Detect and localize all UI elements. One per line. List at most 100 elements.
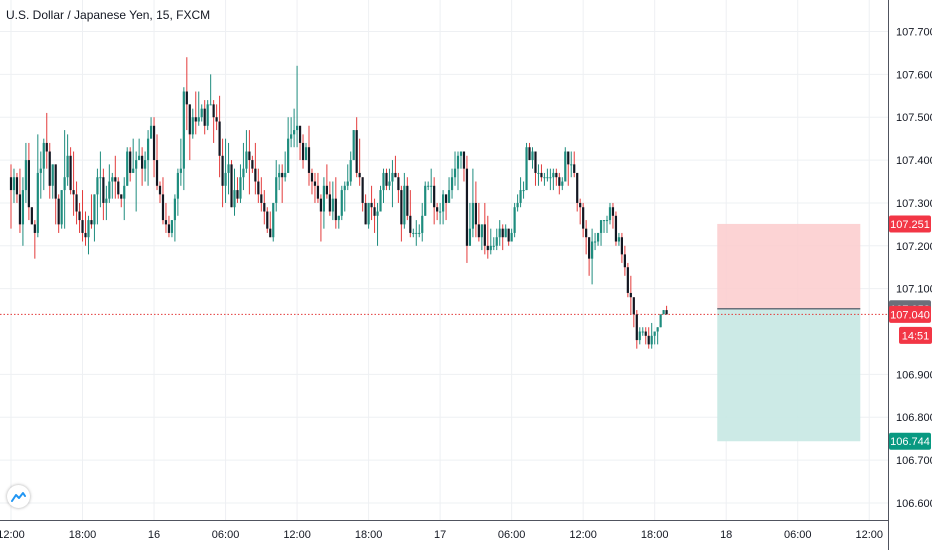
candle-body <box>152 125 156 161</box>
candle <box>602 220 606 233</box>
candle-body <box>614 215 618 242</box>
candle <box>516 194 519 212</box>
candle <box>632 297 635 328</box>
price-tick-label: 106.600 <box>896 498 932 510</box>
price-tick-label: 106.700 <box>896 455 932 467</box>
candle <box>298 125 302 161</box>
candle <box>328 181 331 216</box>
candle <box>570 151 573 178</box>
candle-body <box>570 164 573 166</box>
candle-body <box>78 211 81 221</box>
candle-body <box>540 172 543 178</box>
candle <box>114 155 117 199</box>
candle <box>105 185 108 221</box>
candle <box>170 220 174 238</box>
candle-body <box>48 151 51 186</box>
candle-body <box>45 142 48 152</box>
candle-body <box>218 121 221 156</box>
candle-body <box>349 160 352 182</box>
candle-body <box>66 155 69 178</box>
candle <box>593 232 597 251</box>
candle-body <box>412 232 415 234</box>
candle-body <box>257 181 260 195</box>
candle-body <box>343 185 346 191</box>
candle-body <box>266 211 269 229</box>
candle-body <box>108 181 111 199</box>
candle-body <box>644 331 647 336</box>
candle <box>611 202 615 229</box>
candle-body <box>224 172 227 186</box>
candle-body <box>608 207 612 221</box>
candle-body <box>602 220 606 222</box>
candle-body <box>522 190 525 192</box>
candle <box>608 202 612 225</box>
time-tick-label: 12:00 <box>283 529 311 541</box>
price-label-text: 14:51 <box>902 330 930 342</box>
candle-body <box>123 185 126 199</box>
time-tick-label: 18:00 <box>641 529 669 541</box>
candle <box>504 224 507 238</box>
time-tick-label: 16 <box>148 529 160 541</box>
candle-body <box>278 172 281 178</box>
candle <box>290 117 293 148</box>
candle-body <box>352 130 355 161</box>
candle <box>141 147 144 186</box>
candle-body <box>129 151 132 173</box>
candle <box>382 168 385 203</box>
take-profit-zone <box>717 308 861 442</box>
candle <box>81 190 84 242</box>
time-tick-label: 06:00 <box>498 529 526 541</box>
candle <box>152 117 156 178</box>
candle <box>436 202 439 221</box>
candle-body <box>15 177 19 195</box>
candle <box>75 181 78 225</box>
candle <box>501 224 504 251</box>
candle-body <box>596 232 600 242</box>
candle-body <box>284 172 287 178</box>
candle-body <box>468 228 472 246</box>
time-tick-label: 06:00 <box>212 529 240 541</box>
time-tick-label: 17 <box>434 529 446 541</box>
candle <box>12 168 16 203</box>
candle-body <box>30 207 33 225</box>
candle <box>522 181 525 199</box>
candle-body <box>328 194 331 212</box>
candle-body <box>251 160 254 169</box>
price-axis: 107.700 107.600 107.500 107.400 107.300 107.2… <box>896 27 932 510</box>
candle <box>349 151 352 186</box>
candle-body <box>549 177 552 179</box>
candle-body <box>585 228 588 238</box>
candle <box>78 202 81 233</box>
candle <box>483 202 486 255</box>
candle-body <box>361 177 364 203</box>
candle-body <box>144 160 147 169</box>
candle <box>513 202 516 238</box>
candle <box>361 177 364 212</box>
candle-body <box>379 190 382 212</box>
candle-body <box>611 207 615 216</box>
candle <box>647 327 650 349</box>
candle <box>239 164 242 203</box>
candle <box>39 151 42 199</box>
tradingview-logo-icon[interactable] <box>7 485 30 508</box>
candle-body <box>340 190 343 216</box>
candle <box>588 237 591 276</box>
candle <box>33 220 36 259</box>
candle <box>293 108 296 148</box>
price-label-text: 107.251 <box>890 219 930 231</box>
price-tick-label: 106.800 <box>896 412 932 424</box>
price-tick-label: 107.300 <box>896 198 932 210</box>
candle-body <box>325 185 328 195</box>
candle <box>179 138 182 186</box>
candle <box>376 202 379 246</box>
candle-body <box>537 172 540 174</box>
candle-body <box>132 168 135 173</box>
candle-body <box>84 232 87 238</box>
candle <box>659 314 662 328</box>
candle-body <box>194 117 197 122</box>
candle <box>135 151 138 212</box>
candle <box>486 215 489 259</box>
candle-body <box>75 194 78 212</box>
